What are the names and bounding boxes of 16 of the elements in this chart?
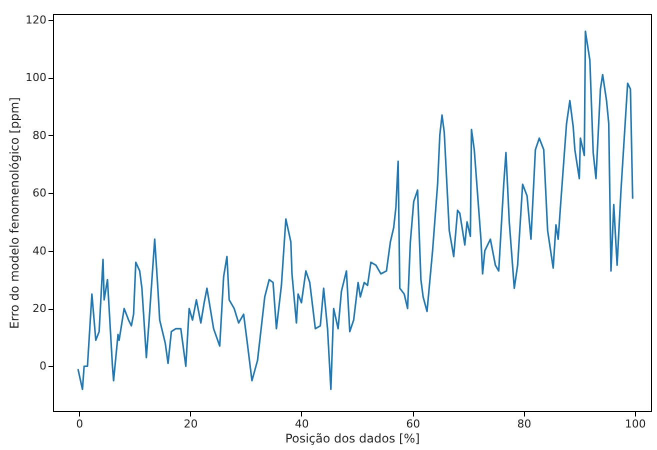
y-tick-label: 120 [26, 13, 46, 26]
y-tick-label: 100 [26, 71, 46, 84]
y-axis-title: Erro do modelo fenomenológico [ppm] [8, 97, 22, 329]
y-tick-label: 60 [32, 186, 46, 200]
x-tick-label: 20 [184, 418, 198, 430]
x-tick-label: 100 [624, 418, 646, 430]
x-tick-label: 60 [406, 418, 420, 430]
y-tick-label: 80 [32, 128, 46, 142]
y-tick-label: 20 [32, 302, 46, 315]
x-tick-label: 80 [517, 418, 532, 430]
y-tick-label: 40 [32, 244, 46, 258]
line-series [77, 30, 634, 390]
x-tick-label: 0 [76, 418, 84, 430]
x-axis-title: Posição dos dados [%] [285, 432, 420, 446]
x-tick-label: 40 [294, 418, 309, 430]
y-tick-label: 0 [40, 360, 46, 373]
